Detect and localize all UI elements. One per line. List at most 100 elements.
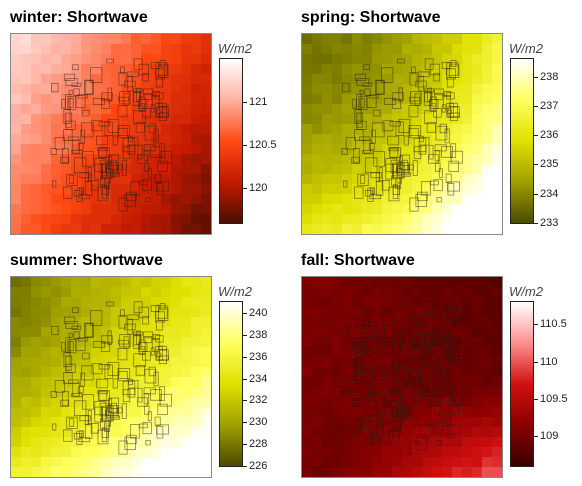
- raster-cell: [61, 224, 72, 234]
- raster-cell: [382, 184, 393, 195]
- raster-cell: [332, 224, 343, 234]
- raster-cell: [41, 287, 52, 298]
- building-outline: [77, 143, 84, 151]
- building-outline: [408, 368, 422, 379]
- raster-cell: [362, 44, 373, 55]
- raster-cell: [11, 84, 22, 95]
- raster-cell: [91, 357, 102, 368]
- raster-cell: [91, 407, 102, 418]
- raster-cell: [91, 214, 102, 225]
- panel-title: winter: Shortwave: [10, 9, 148, 26]
- raster-cell: [21, 347, 32, 358]
- raster-cell: [61, 134, 72, 145]
- raster-cell: [101, 104, 112, 115]
- raster-cell: [171, 317, 182, 328]
- panel-title: fall: Shortwave: [301, 252, 415, 269]
- raster-cell: [352, 184, 363, 195]
- raster-cell: [452, 297, 463, 308]
- raster-cell: [171, 397, 182, 408]
- raster-cell: [161, 417, 172, 428]
- building-outline: [150, 304, 160, 312]
- raster-cell: [41, 337, 52, 348]
- raster-cell: [352, 34, 363, 45]
- raster-cell: [31, 337, 42, 348]
- raster-cell: [422, 134, 433, 145]
- raster-cell: [482, 204, 493, 215]
- raster-cell: [181, 387, 192, 398]
- building-outline: [409, 370, 419, 382]
- raster-cell: [71, 277, 82, 288]
- building-outline: [159, 60, 166, 68]
- raster-cell: [372, 84, 383, 95]
- raster-cell: [41, 124, 52, 135]
- raster-cell: [201, 397, 211, 408]
- building-outline: [345, 137, 356, 150]
- raster-cell: [492, 367, 502, 378]
- building-outline: [138, 99, 148, 109]
- raster-cell: [412, 224, 423, 234]
- panel-summer: summer: Shortwave W/m2 226 228 230 232 234 23…: [0, 243, 291, 486]
- raster-cell: [41, 317, 52, 328]
- raster-cell: [492, 194, 502, 205]
- raster-cell: [51, 277, 62, 288]
- raster-cell: [101, 134, 112, 145]
- raster-cell: [372, 437, 383, 448]
- raster-cell: [171, 297, 182, 308]
- building-outline: [101, 335, 113, 344]
- raster-cell: [121, 204, 132, 215]
- building-outline: [65, 363, 76, 373]
- raster-cell: [141, 277, 152, 288]
- building-outline: [342, 325, 350, 336]
- building-outline: [130, 181, 140, 196]
- raster-cell: [452, 437, 463, 448]
- raster-cell: [312, 214, 323, 225]
- building-outline: [392, 185, 401, 195]
- building-outline: [63, 429, 73, 442]
- raster-cell: [91, 194, 102, 205]
- raster-cell: [161, 327, 172, 338]
- building-outline: [408, 125, 422, 136]
- raster-cell: [432, 214, 443, 225]
- raster-cell: [161, 214, 172, 225]
- raster-cell: [392, 327, 403, 338]
- raster-cell: [332, 164, 343, 175]
- color-bar-tick-label: 236: [249, 350, 268, 363]
- raster-cell: [111, 134, 122, 145]
- raster-cell: [412, 327, 423, 338]
- raster-cell: [141, 287, 152, 298]
- building-outline: [399, 398, 404, 406]
- raster-cell: [332, 194, 343, 205]
- building-outline: [120, 66, 125, 74]
- raster-cell: [412, 387, 423, 398]
- raster-cell: [71, 124, 82, 135]
- building-outline: [436, 197, 442, 203]
- raster-cell: [472, 34, 483, 45]
- raster-cell: [342, 134, 353, 145]
- raster-cell: [472, 357, 483, 368]
- raster-cell: [342, 54, 353, 65]
- building-outline: [434, 336, 444, 344]
- raster-cell: [71, 447, 82, 458]
- raster-cell: [11, 387, 22, 398]
- raster-cell: [191, 437, 202, 448]
- raster-cell: [472, 397, 483, 408]
- raster-cell: [11, 154, 22, 165]
- color-bar-tick: [243, 466, 247, 467]
- building-outline: [138, 63, 149, 76]
- raster-cell: [41, 467, 52, 477]
- raster-cell: [11, 114, 22, 125]
- raster-cell: [81, 307, 92, 318]
- raster-cell: [442, 164, 453, 175]
- building-outline: [417, 434, 428, 445]
- raster-cell: [462, 307, 473, 318]
- raster-cell: [191, 357, 202, 368]
- building-outline: [446, 76, 455, 88]
- raster-cell: [71, 387, 82, 398]
- raster-cell: [482, 94, 493, 105]
- raster-cell: [412, 397, 423, 408]
- raster-cell: [402, 104, 413, 115]
- raster-cell: [21, 84, 32, 95]
- raster-cell: [81, 204, 92, 215]
- raster-cell: [352, 357, 363, 368]
- raster-cell: [21, 144, 32, 155]
